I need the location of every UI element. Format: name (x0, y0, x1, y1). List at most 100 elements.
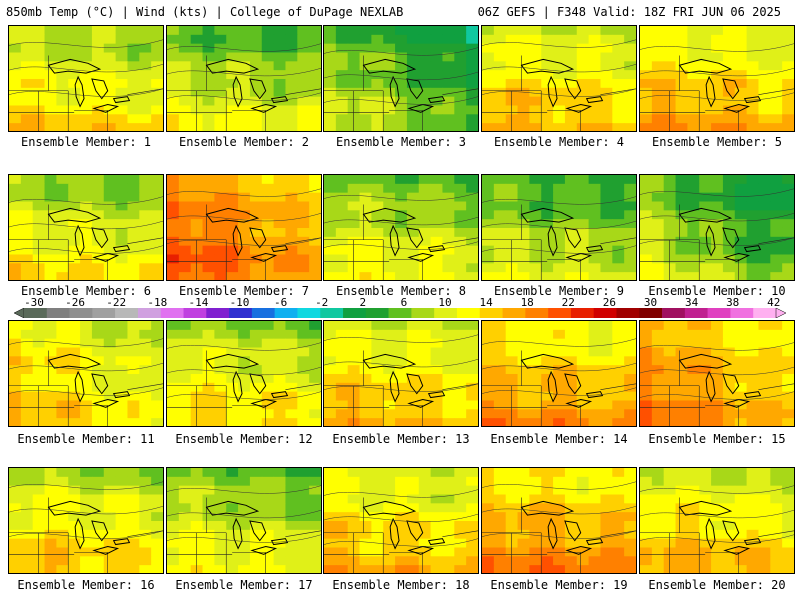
colorbar-label: 26 (602, 296, 617, 309)
panel-caption: Ensemble Member: 15 (648, 432, 786, 446)
colorbar-segment (274, 308, 298, 318)
temperature-map (324, 468, 478, 573)
colorbar-segment (502, 308, 526, 318)
colorbar-segment (662, 308, 686, 318)
colorbar-segment (388, 308, 412, 318)
temperature-map (640, 468, 794, 573)
colorbar-label: 2 (359, 296, 367, 309)
ensemble-panel-4 (481, 25, 637, 132)
colorbar-label: 30 (643, 296, 658, 309)
ensemble-panel-3 (323, 25, 479, 132)
colorbar-label: -6 (273, 296, 288, 309)
temperature-map (324, 321, 478, 426)
panel-caption: Ensemble Member: 16 (17, 578, 155, 592)
panel-caption: Ensemble Member: 7 (178, 284, 310, 298)
colorbar-label: 14 (479, 296, 493, 309)
temperature-map (640, 26, 794, 131)
colorbar-segment (160, 308, 184, 318)
ensemble-panel-15 (639, 320, 795, 427)
temperature-map (640, 321, 794, 426)
panel-caption: Ensemble Member: 2 (178, 135, 310, 149)
colorbar-label: -2 (315, 296, 329, 309)
panel-caption: Ensemble Member: 20 (648, 578, 786, 592)
ensemble-panel-1 (8, 25, 164, 132)
ensemble-panel-7 (166, 174, 322, 281)
panel-caption: Ensemble Member: 9 (493, 284, 625, 298)
ensemble-panel-13 (323, 320, 479, 427)
temperature-map (482, 26, 636, 131)
panel-caption: Ensemble Member: 5 (651, 135, 783, 149)
panel-caption: Ensemble Member: 13 (332, 432, 470, 446)
colorbar-segment (684, 308, 708, 318)
temperature-map (482, 321, 636, 426)
panel-caption: Ensemble Member: 19 (490, 578, 628, 592)
colorbar-segment (183, 308, 207, 318)
colorbar-segment (69, 308, 93, 318)
temperature-map (640, 175, 794, 280)
colorbar-segment (320, 308, 344, 318)
colorbar-label: 42 (767, 296, 781, 309)
ensemble-panel-20 (639, 467, 795, 574)
colorbar-label: -30 (24, 296, 44, 309)
temperature-map (9, 175, 163, 280)
colorbar-label: -14 (188, 296, 209, 309)
colorbar-segment (434, 308, 458, 318)
colorbar-min-arrow (14, 308, 25, 318)
ensemble-panel-16 (8, 467, 164, 574)
panel-caption: Ensemble Member: 11 (17, 432, 155, 446)
ensemble-panel-8 (323, 174, 479, 281)
colorbar-segment (24, 308, 48, 318)
temperature-map (482, 175, 636, 280)
panel-caption: Ensemble Member: 4 (493, 135, 625, 149)
ensemble-panel-6 (8, 174, 164, 281)
temperature-map (324, 26, 478, 131)
colorbar-label: 22 (561, 296, 575, 309)
colorbar-segment (365, 308, 389, 318)
colorbar-segment (343, 308, 367, 318)
colorbar-segment (753, 308, 777, 318)
colorbar-segment (730, 308, 754, 318)
colorbar-label: -22 (106, 296, 127, 309)
temperature-map (324, 175, 478, 280)
colorbar-label: -18 (147, 296, 168, 309)
valid-time: 06Z GEFS | F348 Valid: 18Z FRI JUN 06 20… (477, 5, 781, 19)
colorbar-segment (297, 308, 321, 318)
temperature-map (167, 175, 321, 280)
colorbar-segment (137, 308, 162, 318)
colorbar-segment (525, 308, 549, 318)
colorbar-segment (570, 308, 594, 318)
colorbar-label: 34 (684, 296, 699, 309)
ensemble-panel-5 (639, 25, 795, 132)
ensemble-panel-19 (481, 467, 637, 574)
colorbar-labels: -30 -26 -22 -18 -14 -10 -6 -2 2 6 10 14 18 22 26 30 34 38… (0, 296, 800, 309)
temperature-colorbar (14, 308, 786, 318)
temperature-map (9, 468, 163, 573)
colorbar-segment (707, 308, 731, 318)
colorbar-label: 18 (520, 296, 534, 309)
ensemble-panel-9 (481, 174, 637, 281)
header: 850mb Temp (°C) | Wind (kts) | College o… (0, 0, 800, 22)
colorbar-segment (46, 308, 70, 318)
colorbar-segment (548, 308, 572, 318)
ensemble-panel-2 (166, 25, 322, 132)
colorbar-label: -26 (65, 296, 86, 309)
ensemble-panel-12 (166, 320, 322, 427)
colorbar-segment (115, 308, 139, 318)
colorbar-label: 6 (400, 296, 408, 309)
panel-caption: Ensemble Member: 14 (490, 432, 628, 446)
colorbar-segment (593, 308, 617, 318)
panel-caption: Ensemble Member: 1 (20, 135, 152, 149)
colorbar-segment (411, 308, 435, 318)
colorbar-segment (92, 308, 116, 318)
panel-caption: Ensemble Member: 10 (648, 284, 786, 298)
panel-caption: Ensemble Member: 12 (175, 432, 313, 446)
temperature-map (9, 321, 163, 426)
temperature-map (167, 468, 321, 573)
temperature-map (167, 321, 321, 426)
colorbar-segment (251, 308, 275, 318)
product-title: 850mb Temp (°C) | Wind (kts) | College o… (6, 5, 404, 19)
colorbar-label: 38 (726, 296, 740, 309)
temperature-map (167, 26, 321, 131)
colorbar-label: 10 (438, 296, 452, 309)
panel-caption: Ensemble Member: 3 (335, 135, 467, 149)
